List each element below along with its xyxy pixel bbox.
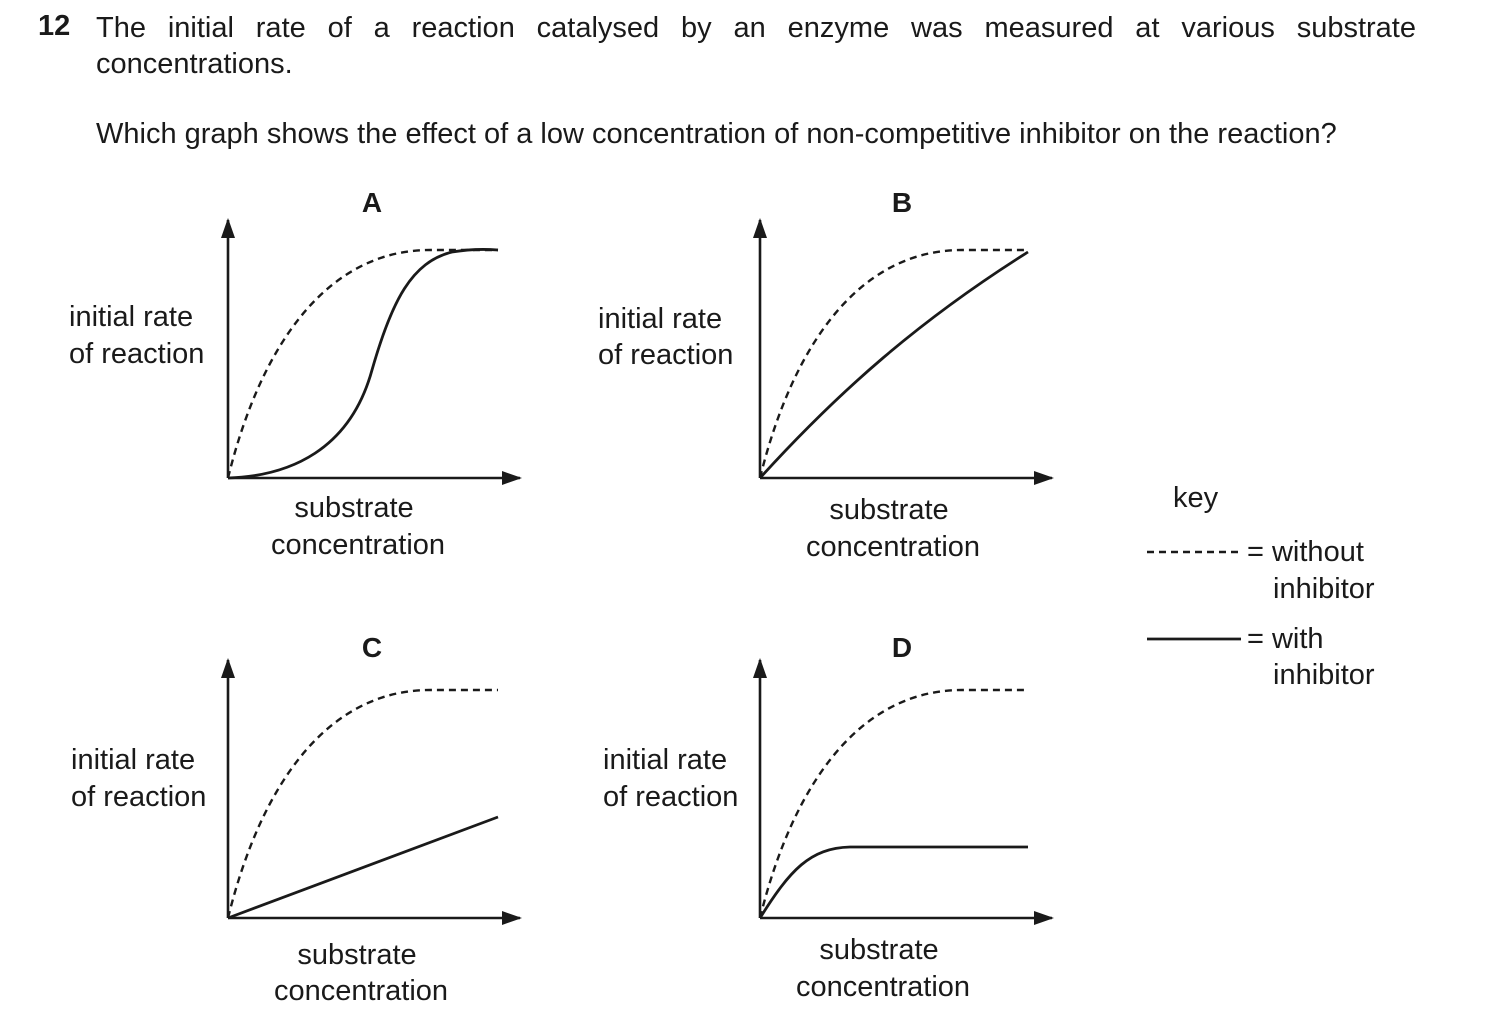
question-number: 12 bbox=[38, 10, 71, 42]
graph-c-xlabel-line1: substrate bbox=[297, 939, 416, 971]
graph-a-ylabel-line2: of reaction bbox=[69, 338, 204, 370]
graph-c-curve-with-inhibitor bbox=[227, 815, 499, 920]
graph-d-xlabel-line1: substrate bbox=[819, 934, 938, 966]
graph-d-ylabel-line2: of reaction bbox=[603, 781, 738, 813]
graph-a-ylabel-line1: initial rate bbox=[69, 301, 193, 333]
graph-b-ylabel-line1: initial rate bbox=[598, 303, 722, 335]
key-title: key bbox=[1173, 482, 1219, 514]
key-legend: key = without inhibitor = with inhibitor bbox=[1147, 482, 1375, 691]
graph-d-letter: D bbox=[892, 632, 912, 663]
graph-c-xlabel-line2: concentration bbox=[274, 975, 448, 1007]
graph-c-ylabel-line1: initial rate bbox=[71, 744, 195, 776]
graph-a-xlabel-line1: substrate bbox=[294, 492, 413, 524]
graph-b: B initial rate of reaction substrate con… bbox=[598, 187, 1054, 563]
graph-d: D initial rate of reaction substrate con… bbox=[603, 632, 1054, 1003]
graph-a-curve-with-inhibitor bbox=[227, 248, 499, 480]
graph-d-curve-without-inhibitor bbox=[758, 688, 1028, 919]
graph-d-curve-with-inhibitor bbox=[758, 845, 1028, 919]
graph-d-ylabel-line1: initial rate bbox=[603, 744, 727, 776]
graph-b-letter: B bbox=[892, 187, 912, 218]
graph-a-curve-without-inhibitor bbox=[226, 248, 498, 479]
graph-b-ylabel-line2: of reaction bbox=[598, 339, 733, 371]
key-without-line1: = without bbox=[1247, 536, 1364, 568]
graph-b-xlabel-line1: substrate bbox=[829, 494, 948, 526]
key-with-line1: = with bbox=[1247, 623, 1324, 655]
graph-a: A initial rate of reaction substrate con… bbox=[69, 187, 522, 561]
graph-c: C initial rate of reaction substrate con… bbox=[71, 632, 522, 1007]
graph-d-xlabel-line2: concentration bbox=[796, 971, 970, 1003]
graph-c-curve-without-inhibitor bbox=[226, 688, 498, 919]
graph-c-letter: C bbox=[362, 632, 382, 663]
graph-b-curve-with-inhibitor bbox=[758, 250, 1029, 479]
question-text: The initial rate of a reaction catalysed… bbox=[96, 12, 1416, 80]
key-with-line2: inhibitor bbox=[1273, 659, 1375, 691]
graph-a-xlabel-line2: concentration bbox=[271, 529, 445, 561]
graph-b-curve-without-inhibitor bbox=[758, 248, 1028, 479]
question-prompt: Which graph shows the effect of a low co… bbox=[96, 118, 1337, 150]
graph-a-letter: A bbox=[362, 187, 382, 218]
key-without-line2: inhibitor bbox=[1273, 573, 1375, 605]
graph-b-xlabel-line2: concentration bbox=[806, 531, 980, 563]
graph-c-ylabel-line2: of reaction bbox=[71, 781, 206, 813]
